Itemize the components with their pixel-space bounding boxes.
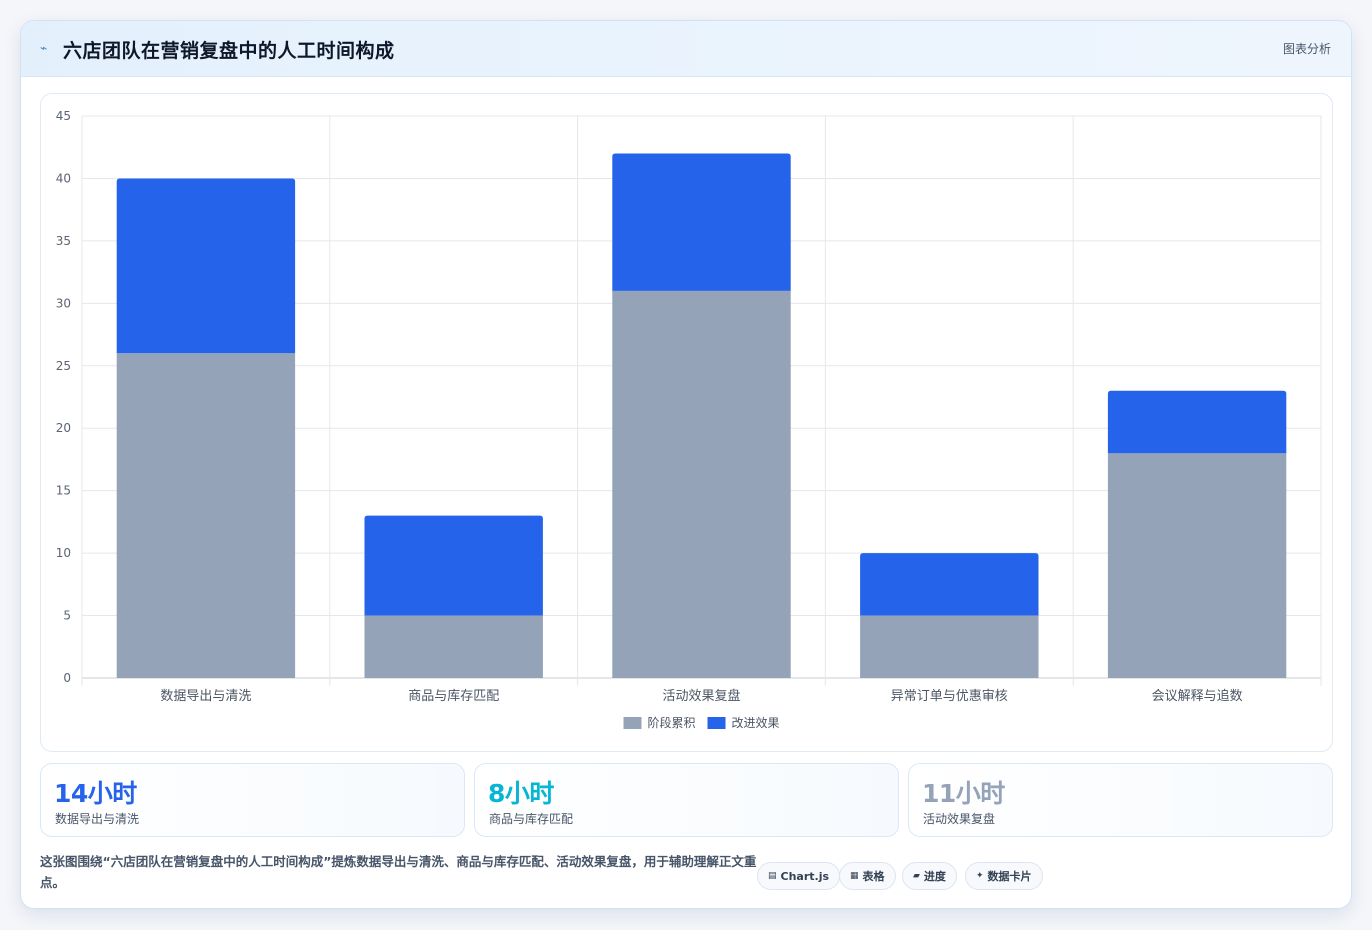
legend-swatch bbox=[707, 717, 726, 729]
chart-container: 0 5 10 15 20 25 30 35 40 45 数据导出与清洗 商品与库存匹配 活动效果复盘 异常… bbox=[40, 93, 1333, 752]
header-tag: 图表分析 bbox=[1282, 42, 1331, 56]
chip-label: 表格 bbox=[862, 870, 885, 883]
y-tick-label: 15 bbox=[56, 484, 71, 498]
bar-segment bbox=[1107, 390, 1287, 454]
legend-swatch bbox=[623, 717, 642, 729]
x-tick-label: 商品与库存匹配 bbox=[408, 688, 499, 704]
stat-card: 8小时 商品与库存匹配 bbox=[474, 763, 899, 837]
stacked-bar-chart: 0 5 10 15 20 25 30 35 40 45 数据导出与清洗 商品与库存匹配 活动效果复盘 异常… bbox=[56, 109, 1322, 730]
stat-card: 11小时 活动效果复盘 bbox=[908, 763, 1333, 837]
bar-segment bbox=[860, 553, 1039, 616]
stat-label: 商品与库存匹配 bbox=[489, 812, 574, 826]
bar-segment bbox=[612, 153, 791, 291]
stat-label: 活动效果复盘 bbox=[923, 812, 996, 826]
stat-label: 数据导出与清洗 bbox=[55, 812, 140, 826]
chip-data-card[interactable]: ✦ 数据卡片 bbox=[965, 862, 1043, 890]
bar-segment bbox=[860, 615, 1039, 678]
table-icon: ▦ bbox=[850, 871, 859, 881]
bar-segment bbox=[612, 290, 791, 678]
x-tick-label: 数据导出与清洗 bbox=[160, 689, 251, 704]
chip-label: Chart.js bbox=[780, 869, 830, 883]
chip-table[interactable]: ▦ 表格 bbox=[839, 862, 896, 890]
y-tick-label: 40 bbox=[56, 171, 71, 185]
x-tick-label: 异常订单与优惠审核 bbox=[891, 689, 1008, 704]
bar-segment bbox=[1107, 453, 1287, 678]
bar-segment bbox=[116, 353, 296, 678]
stat-value: 14小时 bbox=[54, 779, 137, 808]
x-tick-label: 会议解释与追数 bbox=[1152, 688, 1243, 704]
y-tick-label: 25 bbox=[56, 359, 71, 373]
y-tick-label: 20 bbox=[56, 421, 71, 435]
progress-icon: ▰ bbox=[913, 871, 920, 881]
y-tick-label: 5 bbox=[63, 609, 71, 623]
y-tick-label: 10 bbox=[56, 546, 71, 560]
chip-label: 进度 bbox=[923, 870, 946, 883]
legend-label: 改进效果 bbox=[732, 715, 780, 730]
y-tick-label: 45 bbox=[56, 109, 71, 123]
y-tick-label: 35 bbox=[56, 234, 71, 248]
chart-card: ⌁ 六店团队在营销复盘中的人工时间构成 图表分析 0 5 10 15 20 25 30 35 4… bbox=[20, 20, 1352, 909]
trend-icon: ⌁ bbox=[40, 41, 48, 55]
y-tick-label: 0 bbox=[63, 671, 71, 685]
card-header: ⌁ 六店团队在营销复盘中的人工时间构成 图表分析 bbox=[21, 21, 1351, 77]
chart-note: 这张图围绕“六店团队在营销复盘中的人工时间构成”提炼数据导出与清洗、商品与库存匹… bbox=[40, 854, 757, 890]
stat-cards: 14小时 数据导出与清洗 8小时 商品与库存匹配 11小时 活动效果复盘 bbox=[40, 763, 1333, 837]
chip-chartjs[interactable]: ▤ Chart.js bbox=[757, 862, 841, 890]
bar-segment bbox=[116, 178, 296, 354]
legend-label: 阶段累积 bbox=[648, 715, 696, 730]
chip-label: 数据卡片 bbox=[987, 870, 1032, 883]
chart-icon: ▤ bbox=[768, 871, 777, 881]
bar-segment bbox=[364, 615, 543, 678]
page-title: 六店团队在营销复盘中的人工时间构成 bbox=[63, 40, 395, 62]
x-tick-label: 活动效果复盘 bbox=[662, 688, 740, 704]
bar-segment bbox=[364, 515, 543, 616]
y-tick-label: 30 bbox=[56, 296, 71, 310]
sparkle-icon: ✦ bbox=[976, 871, 984, 881]
stat-card: 14小时 数据导出与清洗 bbox=[40, 763, 465, 837]
stat-value: 8小时 bbox=[488, 779, 554, 808]
chip-progress[interactable]: ▰ 进度 bbox=[902, 862, 957, 890]
stat-value: 11小时 bbox=[922, 779, 1005, 808]
